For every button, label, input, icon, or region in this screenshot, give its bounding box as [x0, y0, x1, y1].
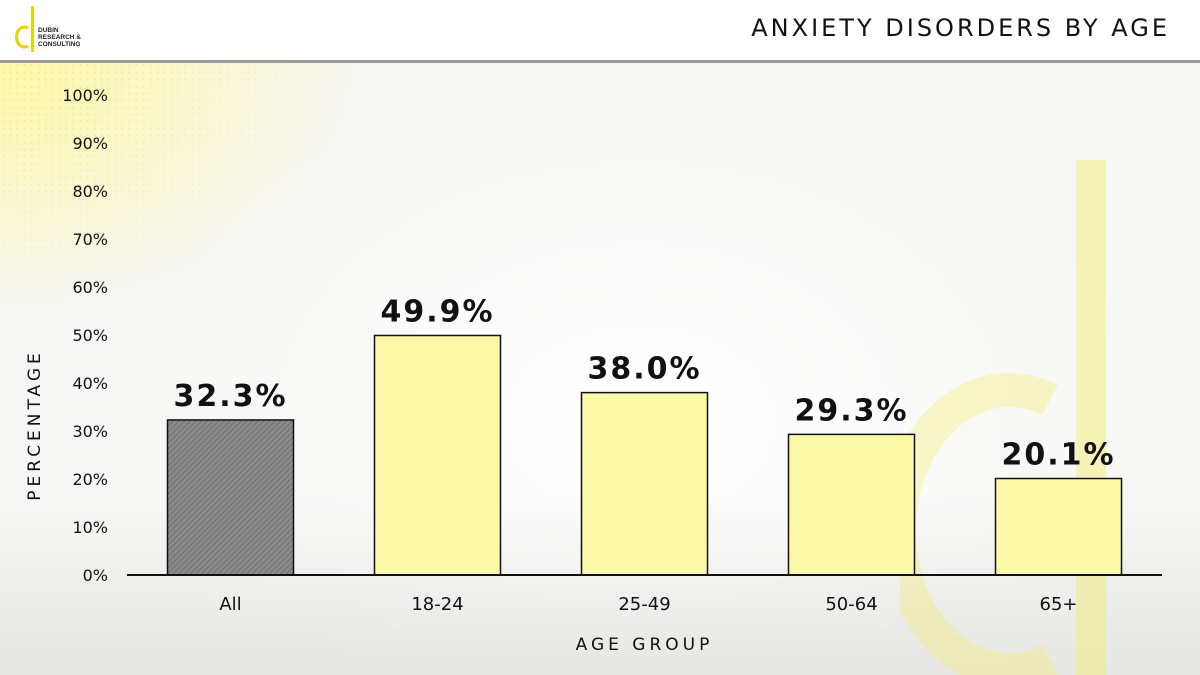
x-tick-label: 25-49 [618, 594, 670, 615]
header-bar: DUBIN RESEARCH & CONSULTING ANXIETY DISO… [0, 0, 1200, 63]
data-label: 32.3% [173, 379, 287, 414]
logo-line: DUBIN [38, 27, 59, 34]
logo-text: DUBIN RESEARCH & CONSULTING [38, 27, 108, 48]
bar-65- [994, 477, 1123, 576]
watermark-logo-icon [900, 160, 1106, 675]
data-label: 49.9% [380, 294, 494, 329]
x-tick-label: 65+ [1040, 594, 1078, 615]
x-tick-label: 18-24 [411, 594, 463, 615]
y-tick-label: 30% [72, 422, 108, 441]
y-axis-ticks: 0% 10% 20% 30% 40% 50% 60% 70% 80% 90% 100% [62, 86, 108, 585]
y-tick-label: 90% [72, 134, 108, 153]
logo-icon [15, 6, 34, 52]
data-label: 20.1% [1001, 438, 1115, 473]
y-tick-label: 60% [72, 278, 108, 297]
data-labels: 32.3% 49.9% 38.0% 29.3% 20.1% [173, 294, 1115, 473]
x-tick-label: 50-64 [825, 594, 877, 615]
x-axis-label: AGE GROUP [576, 635, 714, 655]
y-tick-label: 10% [72, 518, 108, 537]
bar-all [166, 419, 295, 576]
y-tick-label: 40% [72, 374, 108, 393]
bar-chart: 0% 10% 20% 30% 40% 50% 60% 70% 80% 90% 100% All 18-… [25, 86, 1162, 655]
y-tick-label: 100% [62, 86, 108, 105]
y-tick-label: 80% [72, 182, 108, 201]
bar-25-49 [580, 391, 709, 576]
y-tick-label: 20% [72, 470, 108, 489]
y-tick-label: 50% [72, 326, 108, 345]
bars [166, 334, 1123, 576]
bar-18-24 [373, 334, 502, 576]
x-tick-label: All [219, 594, 241, 615]
logo-line: RESEARCH & [38, 34, 81, 41]
data-label: 29.3% [794, 393, 908, 428]
data-label: 38.0% [587, 352, 701, 387]
x-axis-ticks: All 18-24 25-49 50-64 65+ [219, 594, 1077, 615]
page-title: ANXIETY DISORDERS BY AGE [751, 14, 1170, 42]
y-tick-label: 0% [83, 566, 108, 585]
logo-line: CONSULTING [38, 41, 81, 48]
y-tick-label: 70% [72, 230, 108, 249]
y-axis-label: PERCENTAGE [25, 349, 45, 501]
bar-50-64 [787, 433, 916, 576]
